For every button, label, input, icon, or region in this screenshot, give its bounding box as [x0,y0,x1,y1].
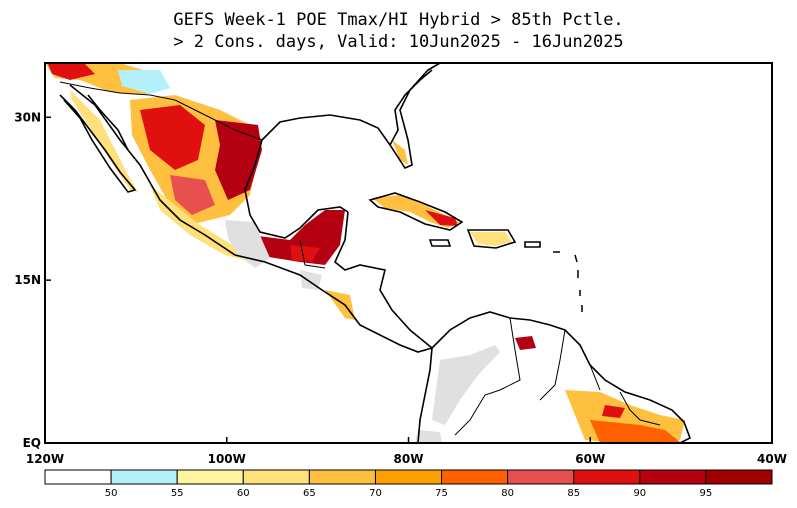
title-line-2: > 2 Cons. days, Valid: 10Jun2025 - 16Jun… [173,32,624,52]
colorbar-swatch [44,469,112,485]
probability-shading [45,63,685,443]
colorbar-swatch [705,469,773,485]
x-tick-label: 80W [394,452,424,466]
colorbar-label: 55 [171,488,184,499]
colorbar-label: 80 [501,488,514,499]
x-tick-label: 100W [208,452,246,466]
colorbar-label: 85 [567,488,580,499]
title-line-1: GEFS Week-1 POE Tmax/HI Hybrid > 85th Pc… [173,10,624,30]
coastlines [59,63,692,443]
axis-ticks: 120W 100W 80W 60W 40W EQ 15N 30N [14,110,787,466]
colorbar-label: 70 [369,488,382,499]
colorbar-label: 95 [700,488,713,499]
colorbar-swatch [242,469,310,485]
y-tick-label: 30N [14,110,41,124]
colorbar-swatch [374,469,443,485]
x-tick-label: 40W [757,452,787,466]
colorbar-swatch [573,469,641,485]
colorbar-swatch [110,469,178,485]
colorbar-swatch [639,469,707,485]
y-tick-label: 15N [14,273,41,287]
colorbar: 50 55 60 65 70 75 80 85 90 95 [44,469,773,499]
colorbar-label: 90 [633,488,646,499]
colorbar-label: 60 [237,488,250,499]
x-tick-label: 60W [575,452,605,466]
y-tick-label: EQ [23,436,41,450]
colorbar-swatch [176,469,244,485]
colorbar-label: 65 [303,488,316,499]
colorbar-swatch [441,469,509,485]
colorbar-swatch [507,469,575,485]
map-area [45,63,692,443]
colorbar-label: 75 [435,488,448,499]
lesser-antilles [553,251,583,312]
borders [59,81,661,436]
colorbar-swatch [308,469,376,485]
x-tick-label: 120W [26,452,64,466]
colorbar-label: 50 [105,488,118,499]
